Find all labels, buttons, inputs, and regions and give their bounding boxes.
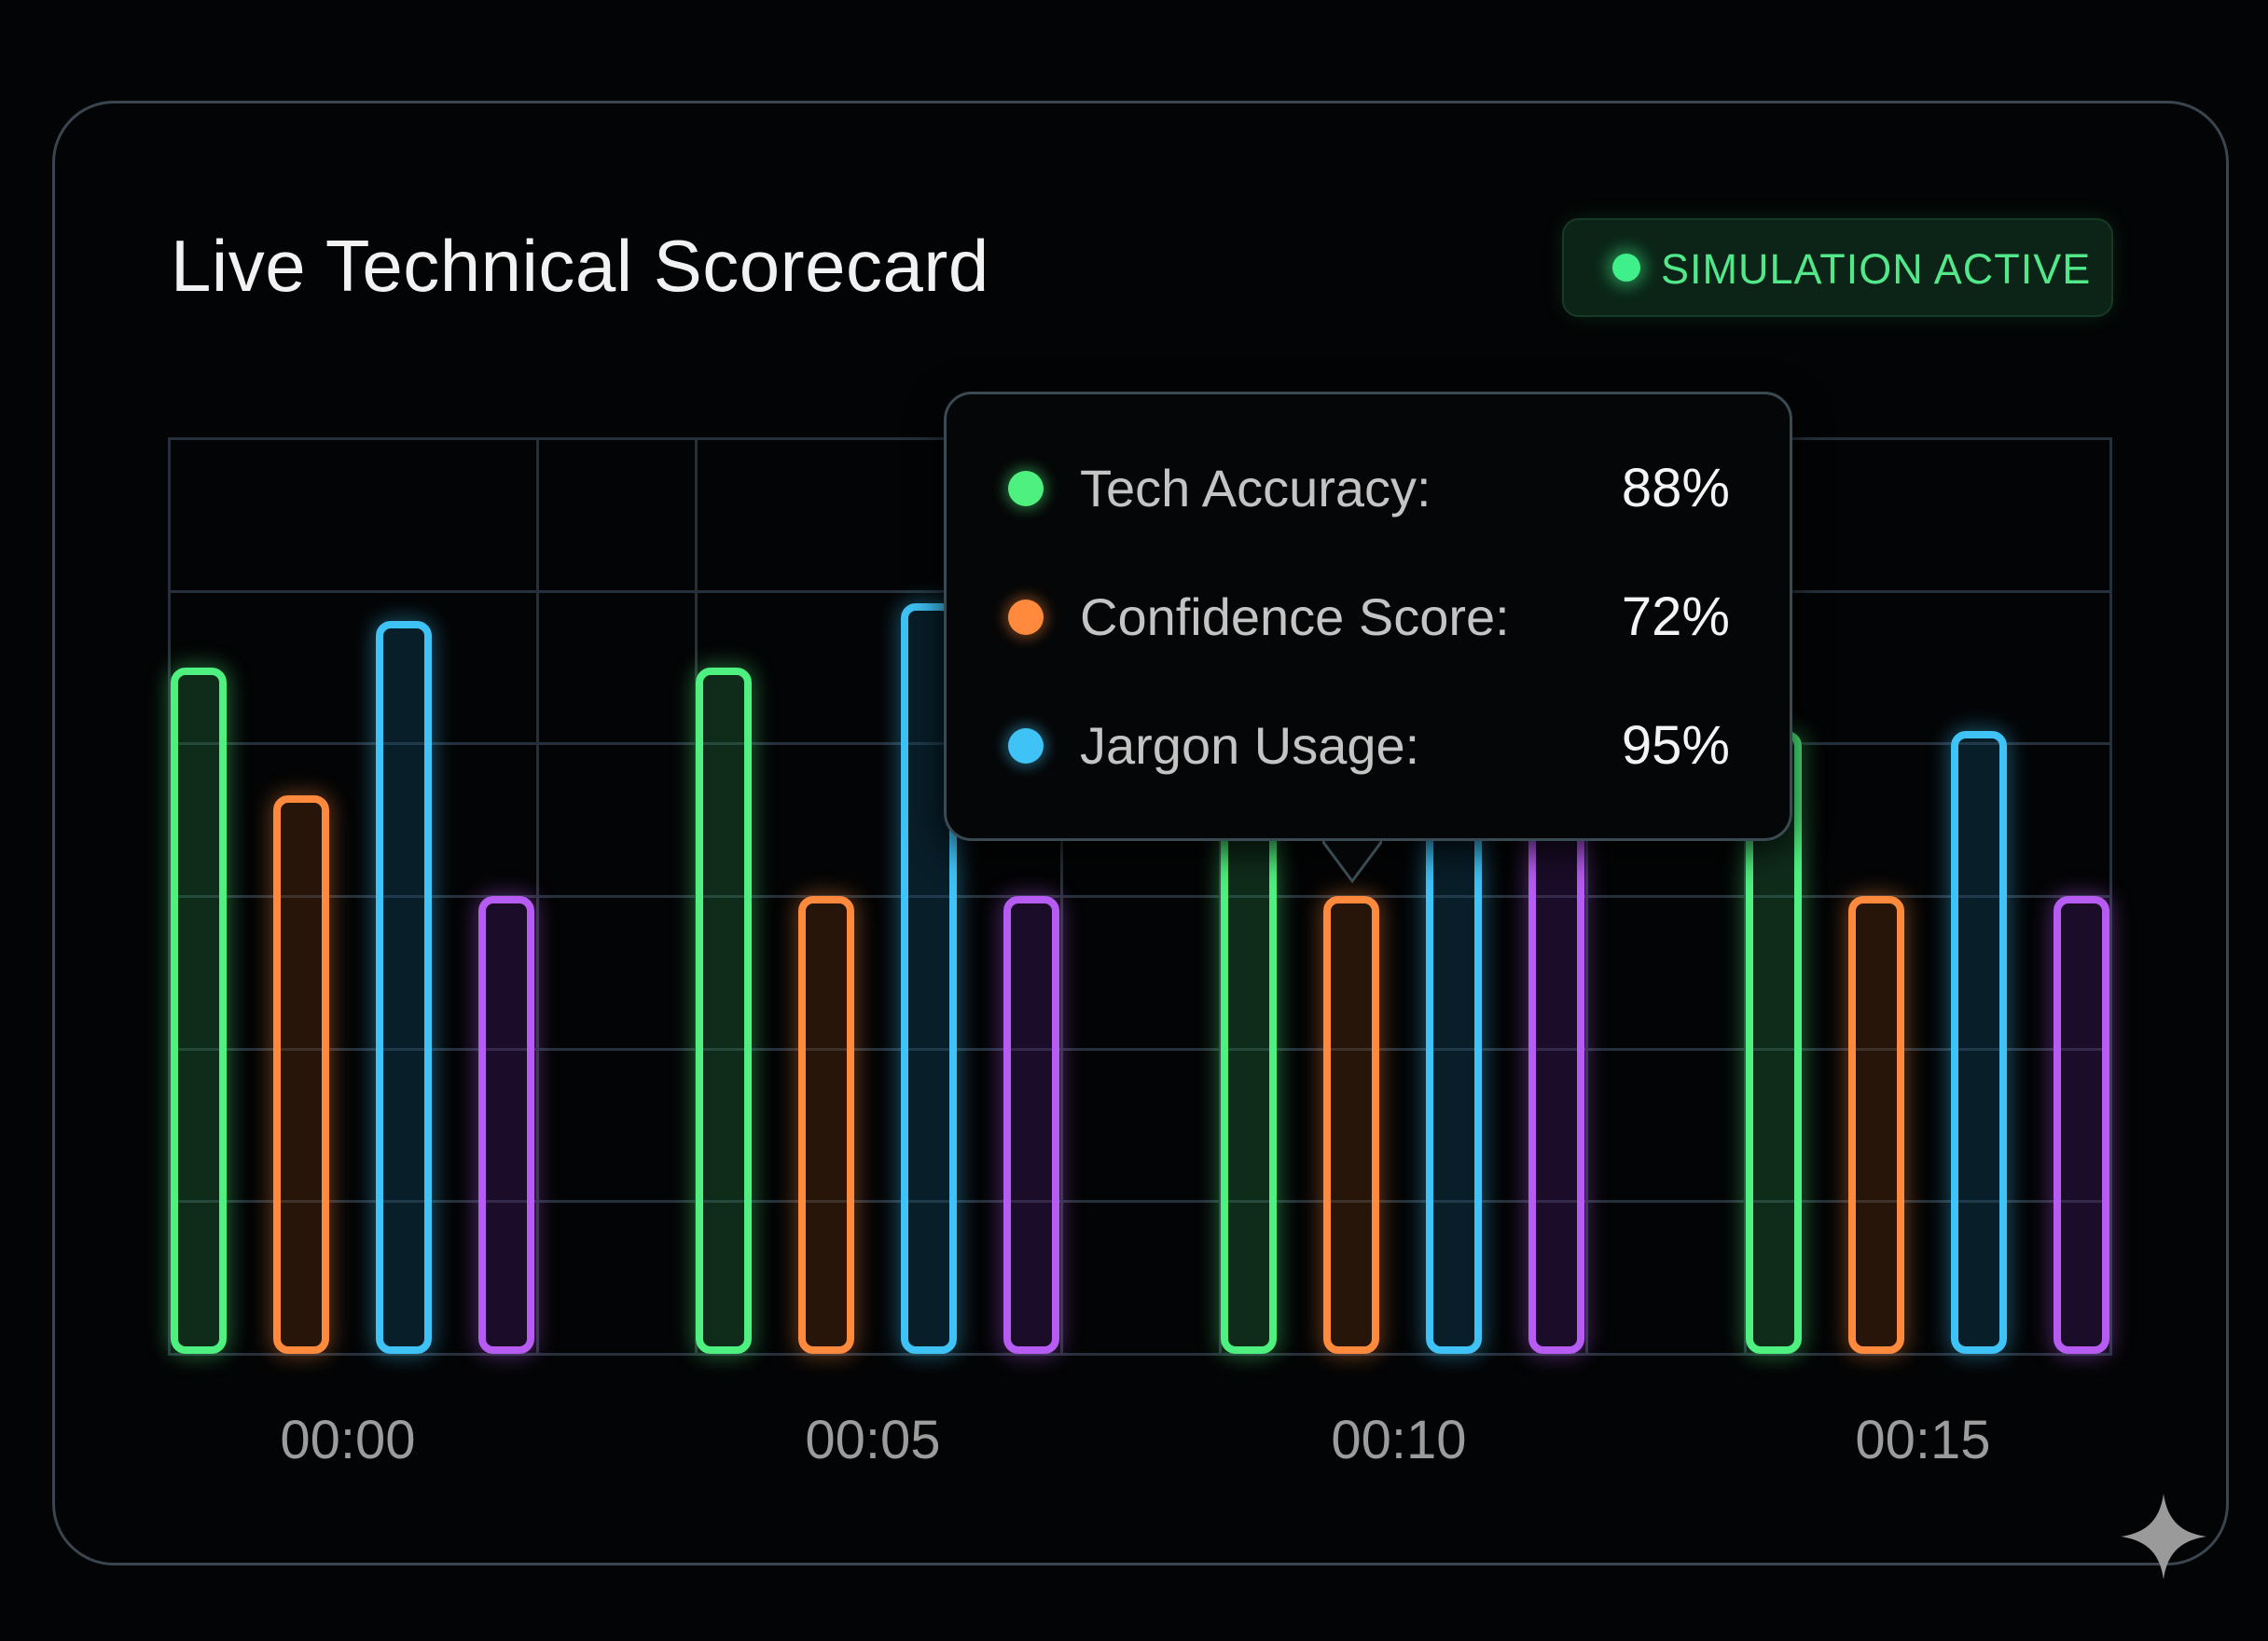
tooltip-row: Tech Accuracy: 88%	[947, 456, 1790, 521]
bar-confidence-score-0000[interactable]	[273, 794, 329, 1354]
grid-line-vertical	[168, 438, 171, 1354]
x-axis-label: 00:10	[1331, 1410, 1467, 1470]
bar-tech-accuracy-0005[interactable]	[696, 667, 752, 1354]
grid-line-vertical	[1585, 438, 1588, 1354]
tooltip-label: Tech Accuracy:	[1080, 459, 1431, 517]
grid-line-vertical	[1219, 438, 1222, 1354]
grid-line-vertical	[536, 438, 539, 1354]
bar-series-4-0005[interactable]	[1003, 896, 1059, 1354]
grid-line-vertical	[2109, 438, 2112, 1354]
sparkle-icon	[2119, 1492, 2208, 1581]
status-dot-icon	[1612, 254, 1640, 282]
tooltip-row: Jargon Usage: 95%	[947, 713, 1790, 779]
grid-line-vertical	[1744, 438, 1747, 1354]
legend-dot-icon	[1008, 471, 1044, 506]
page-title: Live Technical Scorecard	[171, 225, 989, 307]
tooltip-value: 95%	[1621, 715, 1730, 776]
tooltip-label: Confidence Score:	[1080, 587, 1510, 646]
grid-line-horizontal	[168, 895, 2112, 898]
x-axis-label: 00:00	[280, 1410, 416, 1470]
status-badge-label: SIMULATION ACTIVE	[1661, 245, 2092, 293]
bar-jargon-usage-0000[interactable]	[376, 621, 432, 1354]
grid-line-horizontal	[168, 1047, 2112, 1051]
bar-tech-accuracy-0000[interactable]	[171, 667, 227, 1354]
bar-jargon-usage-0015[interactable]	[1951, 731, 2007, 1354]
bar-series-4-0015[interactable]	[2054, 896, 2109, 1354]
chart-tooltip: Tech Accuracy: 88% Confidence Score: 72% Jar…	[944, 392, 1792, 841]
grid-line-horizontal	[168, 1353, 2112, 1356]
legend-dot-icon	[1008, 600, 1044, 635]
bar-series-4-0000[interactable]	[478, 896, 534, 1354]
bar-confidence-score-0010[interactable]	[1323, 896, 1379, 1354]
legend-dot-icon	[1008, 728, 1044, 764]
status-badge: SIMULATION ACTIVE	[1562, 218, 2113, 317]
tooltip-value: 88%	[1621, 458, 1730, 518]
tooltip-row: Confidence Score: 72%	[947, 585, 1790, 650]
bar-confidence-score-0005[interactable]	[798, 896, 854, 1354]
grid-line-horizontal	[168, 1200, 2112, 1204]
bar-confidence-score-0015[interactable]	[1848, 896, 1904, 1354]
grid-line-vertical	[1060, 438, 1063, 1354]
x-axis-label: 00:05	[805, 1410, 941, 1470]
x-axis-label: 00:15	[1855, 1410, 1991, 1470]
tooltip-value: 72%	[1621, 586, 1730, 647]
tooltip-label: Jargon Usage:	[1080, 716, 1420, 775]
